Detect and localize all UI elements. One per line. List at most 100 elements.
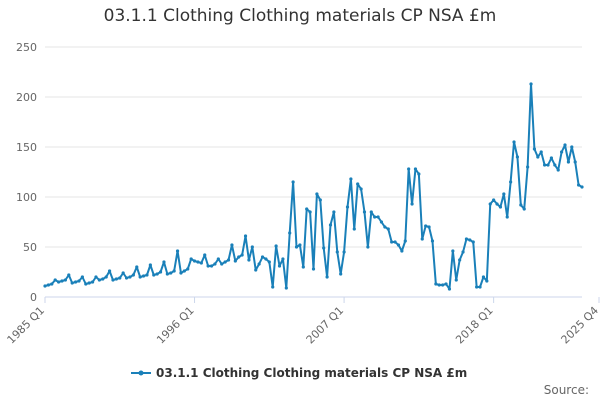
data-point[interactable] [485,279,489,283]
data-point[interactable] [315,192,319,196]
data-point[interactable] [247,258,251,262]
data-point[interactable] [563,143,567,147]
data-point[interactable] [420,237,424,241]
data-point[interactable] [152,273,156,277]
data-point[interactable] [243,234,248,238]
data-point[interactable] [519,203,523,207]
data-point[interactable] [359,187,363,191]
data-point[interactable] [553,163,557,167]
data-point[interactable] [179,271,183,275]
data-point[interactable] [288,231,292,235]
data-point[interactable] [444,282,448,286]
data-point[interactable] [580,185,584,189]
data-point[interactable] [77,279,81,283]
data-point[interactable] [437,283,441,287]
data-point[interactable] [172,269,176,273]
data-point[interactable] [407,167,411,171]
data-point[interactable] [573,160,577,164]
data-point[interactable] [111,278,115,282]
data-point[interactable] [451,249,455,253]
data-point[interactable] [264,257,268,261]
data-point[interactable] [145,273,149,277]
data-point[interactable] [373,215,377,219]
data-point[interactable] [305,207,309,211]
data-point[interactable] [107,269,112,273]
data-point[interactable] [131,273,135,277]
data-point[interactable] [413,167,418,171]
data-point[interactable] [124,276,129,280]
data-point[interactable] [56,280,61,284]
data-point[interactable] [424,224,428,228]
data-point[interactable] [271,285,275,289]
data-point[interactable] [325,275,329,279]
data-point[interactable] [267,260,271,264]
data-point[interactable] [502,192,506,196]
data-point[interactable] [526,165,530,169]
data-point[interactable] [339,272,343,276]
data-point[interactable] [118,276,122,280]
legend[interactable]: 03.1.1 Clothing Clothing materials CP NS… [131,366,467,380]
data-point[interactable] [60,279,64,283]
data-point[interactable] [454,278,458,282]
data-point[interactable] [458,258,462,262]
data-point[interactable] [90,280,95,284]
data-point[interactable] [536,155,540,159]
data-point[interactable] [277,264,282,268]
data-point[interactable] [84,282,88,286]
data-point[interactable] [566,160,571,164]
data-point[interactable] [67,273,71,277]
data-point[interactable] [135,265,139,269]
data-point[interactable] [87,281,91,285]
data-point[interactable] [230,243,234,247]
data-point[interactable] [464,237,469,241]
data-point[interactable] [104,275,108,279]
data-point[interactable] [441,283,445,287]
data-point[interactable] [495,202,499,206]
data-point[interactable] [50,282,54,286]
data-point[interactable] [352,227,356,231]
data-point[interactable] [138,275,142,279]
data-point[interactable] [543,163,547,167]
data-point[interactable] [301,265,305,269]
data-point[interactable] [260,255,265,259]
data-point[interactable] [529,82,533,86]
data-point[interactable] [475,285,479,289]
data-point[interactable] [328,223,333,227]
data-point[interactable] [155,272,159,276]
data-point[interactable] [148,263,152,267]
data-point[interactable] [468,238,472,242]
data-point[interactable] [560,150,564,154]
data-point[interactable] [376,215,380,219]
data-point[interactable] [298,243,302,247]
data-point[interactable] [94,275,98,279]
data-point[interactable] [274,244,278,248]
data-point[interactable] [488,202,492,206]
data-point[interactable] [498,205,503,209]
data-point[interactable] [417,172,421,176]
data-point[interactable] [213,262,217,266]
data-point[interactable] [478,285,482,289]
data-point[interactable] [162,260,166,264]
data-point[interactable] [322,246,326,250]
data-point[interactable] [53,278,57,282]
data-point[interactable] [396,243,401,247]
data-point[interactable] [362,210,367,214]
data-point[interactable] [461,250,465,254]
data-point[interactable] [549,156,554,160]
data-point[interactable] [206,264,210,268]
data-point[interactable] [332,210,336,214]
data-point[interactable] [400,249,404,253]
data-point[interactable] [294,245,299,249]
data-point[interactable] [80,275,84,279]
data-point[interactable] [250,245,254,249]
data-point[interactable] [121,271,125,275]
data-point[interactable] [386,227,390,231]
data-point[interactable] [342,250,346,254]
data-point[interactable] [70,281,74,285]
data-point[interactable] [434,282,438,286]
data-point[interactable] [186,267,190,271]
data-point[interactable] [349,177,353,181]
data-point[interactable] [73,280,78,284]
data-point[interactable] [237,255,241,259]
data-point[interactable] [254,268,258,272]
